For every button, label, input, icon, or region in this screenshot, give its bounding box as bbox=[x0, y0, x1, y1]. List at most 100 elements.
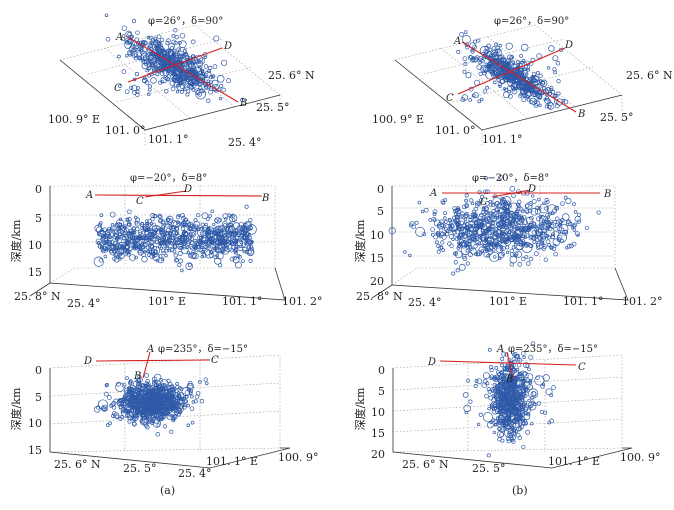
a-bot-axes bbox=[49, 368, 291, 469]
b-mid-ztick-4: 20 bbox=[370, 275, 384, 288]
sc-a-mid-point bbox=[231, 218, 236, 222]
sc-a-top-point bbox=[200, 74, 206, 80]
sc-b-bot-point bbox=[504, 427, 515, 438]
sc-a-mid-point bbox=[200, 222, 205, 227]
sc-b-bot-point bbox=[493, 377, 498, 383]
sc-b-top-point bbox=[502, 62, 508, 68]
b-top-ytick-1: 25. 6° N bbox=[626, 69, 673, 82]
sc-b-mid-point bbox=[547, 243, 552, 248]
sc-a-mid-point bbox=[220, 247, 225, 252]
sc-a-bot-point bbox=[182, 398, 188, 404]
b-top-xtick-2: 101. 1° bbox=[482, 133, 523, 146]
a-bot-label-b: B bbox=[133, 371, 141, 382]
sc-b-bot-point bbox=[488, 364, 494, 370]
sc-b-mid-point bbox=[529, 215, 534, 221]
sc-b-bot-point bbox=[523, 402, 527, 406]
sc-a-top-point bbox=[136, 40, 140, 45]
sc-b-top-point bbox=[465, 72, 472, 79]
sc-b-mid-point bbox=[414, 220, 419, 225]
sc-a-bot-point bbox=[166, 385, 171, 390]
sc-b-mid-point bbox=[504, 201, 509, 206]
sc-a-mid-point bbox=[181, 246, 189, 255]
sc-a-bot-point bbox=[109, 403, 114, 408]
sc-a-top-point bbox=[204, 70, 212, 78]
sc-a-top-point bbox=[226, 78, 232, 84]
sc-b-mid-point bbox=[483, 228, 488, 234]
sc-b-mid-point bbox=[521, 234, 526, 239]
b-top-view-label: φ=26°，δ=90° bbox=[494, 16, 569, 27]
sc-b-top-point bbox=[478, 55, 483, 61]
sc-b-bot-point bbox=[482, 412, 493, 423]
sc-b-top-point bbox=[474, 55, 480, 61]
sc-a-mid-point bbox=[121, 236, 126, 241]
a-bot-line-dc bbox=[95, 359, 211, 362]
sc-b-bot-point bbox=[549, 418, 554, 424]
sc-a-mid-point bbox=[202, 226, 207, 232]
sc-a-mid-point bbox=[109, 232, 115, 237]
a-bot-label-d: D bbox=[83, 356, 92, 367]
sc-a-mid-point bbox=[146, 222, 152, 228]
sc-a-top-point bbox=[137, 55, 143, 61]
b-bot-label-b: B bbox=[505, 374, 513, 385]
sc-b-top-point bbox=[519, 80, 523, 84]
a-top-label-d: D bbox=[223, 41, 232, 52]
sc-b-top-point bbox=[556, 78, 561, 84]
sc-b-mid-point bbox=[552, 238, 561, 247]
sc-a-mid-point bbox=[183, 220, 191, 228]
sc-a-bot-point bbox=[147, 388, 153, 395]
a-top-grid bbox=[59, 24, 281, 145]
sc-b-bot-point bbox=[498, 397, 504, 402]
sc-b-mid-point bbox=[529, 234, 534, 239]
sc-b-mid-point bbox=[507, 230, 512, 234]
sc-b-bot-point bbox=[494, 384, 499, 388]
sc-a-mid-point bbox=[134, 246, 139, 251]
sc-b-top-point bbox=[538, 73, 543, 78]
sc-a-mid-point bbox=[166, 217, 171, 222]
sc-a-bot-point bbox=[154, 382, 159, 388]
sc-b-mid-point bbox=[439, 245, 444, 250]
sc-b-bot-point bbox=[499, 415, 505, 421]
b-mid-view-label: φ=−20°，δ=8° bbox=[472, 173, 549, 184]
a-mid-profile-lines bbox=[94, 190, 263, 198]
sc-a-top-point bbox=[173, 28, 178, 33]
sc-b-mid-point bbox=[516, 243, 523, 250]
sc-b-mid-point bbox=[539, 203, 549, 214]
sc-b-bot-point bbox=[510, 395, 516, 401]
sc-a-mid-point bbox=[134, 220, 139, 225]
a-mid-line-cd bbox=[144, 190, 187, 198]
sc-b-top-point bbox=[542, 86, 546, 91]
sc-a-bot-point bbox=[155, 409, 161, 414]
sc-b-bot-point bbox=[476, 378, 483, 385]
sc-a-top-point bbox=[118, 84, 122, 88]
sc-a-mid-point bbox=[236, 238, 247, 248]
sc-a-bot-point bbox=[189, 406, 195, 411]
b-top-xtick-1: 101. 0° bbox=[435, 124, 476, 137]
sc-a-mid-point bbox=[236, 253, 241, 258]
sc-b-mid-point bbox=[408, 223, 413, 228]
sc-a-bot-point bbox=[154, 392, 159, 396]
sc-b-mid-point bbox=[524, 203, 530, 209]
sc-b-mid-point bbox=[528, 256, 534, 262]
sc-b-mid-point bbox=[448, 234, 454, 240]
sc-a-mid-point bbox=[226, 226, 230, 231]
sc-a-bot-point bbox=[150, 384, 155, 389]
sc-b-top-point bbox=[555, 98, 564, 106]
sc-b-mid-point bbox=[455, 229, 460, 235]
sc-b-mid-point bbox=[466, 233, 471, 237]
sc-a-bot-point bbox=[97, 399, 108, 410]
sc-b-mid-point bbox=[568, 243, 574, 249]
sc-a-mid-point bbox=[145, 221, 150, 226]
sc-b-bot-point bbox=[521, 444, 526, 450]
sc-b-mid-point bbox=[488, 214, 494, 220]
sc-a-mid-point bbox=[229, 256, 235, 262]
sc-b-top-point bbox=[484, 69, 488, 73]
sc-b-mid-point bbox=[503, 207, 510, 214]
sc-b-mid-point bbox=[408, 253, 412, 258]
sc-b-bot-point bbox=[520, 382, 526, 388]
a-top-xtick-1: 101. 0° bbox=[105, 124, 146, 137]
sc-b-top-point bbox=[509, 77, 514, 82]
sc-b-top-point bbox=[539, 79, 543, 83]
a-mid-line-ab bbox=[94, 194, 263, 197]
sc-b-mid-point bbox=[572, 228, 577, 232]
sc-a-top-point bbox=[124, 37, 132, 45]
